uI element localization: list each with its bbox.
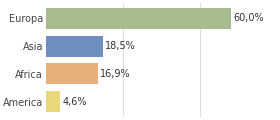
Text: 60,0%: 60,0%	[234, 13, 264, 23]
Text: 4,6%: 4,6%	[62, 97, 87, 107]
Bar	[46, 8, 231, 29]
Bar	[46, 36, 103, 57]
Bar	[46, 91, 60, 112]
Text: 16,9%: 16,9%	[101, 69, 131, 79]
Bar	[46, 63, 98, 84]
Text: 18,5%: 18,5%	[105, 41, 136, 51]
